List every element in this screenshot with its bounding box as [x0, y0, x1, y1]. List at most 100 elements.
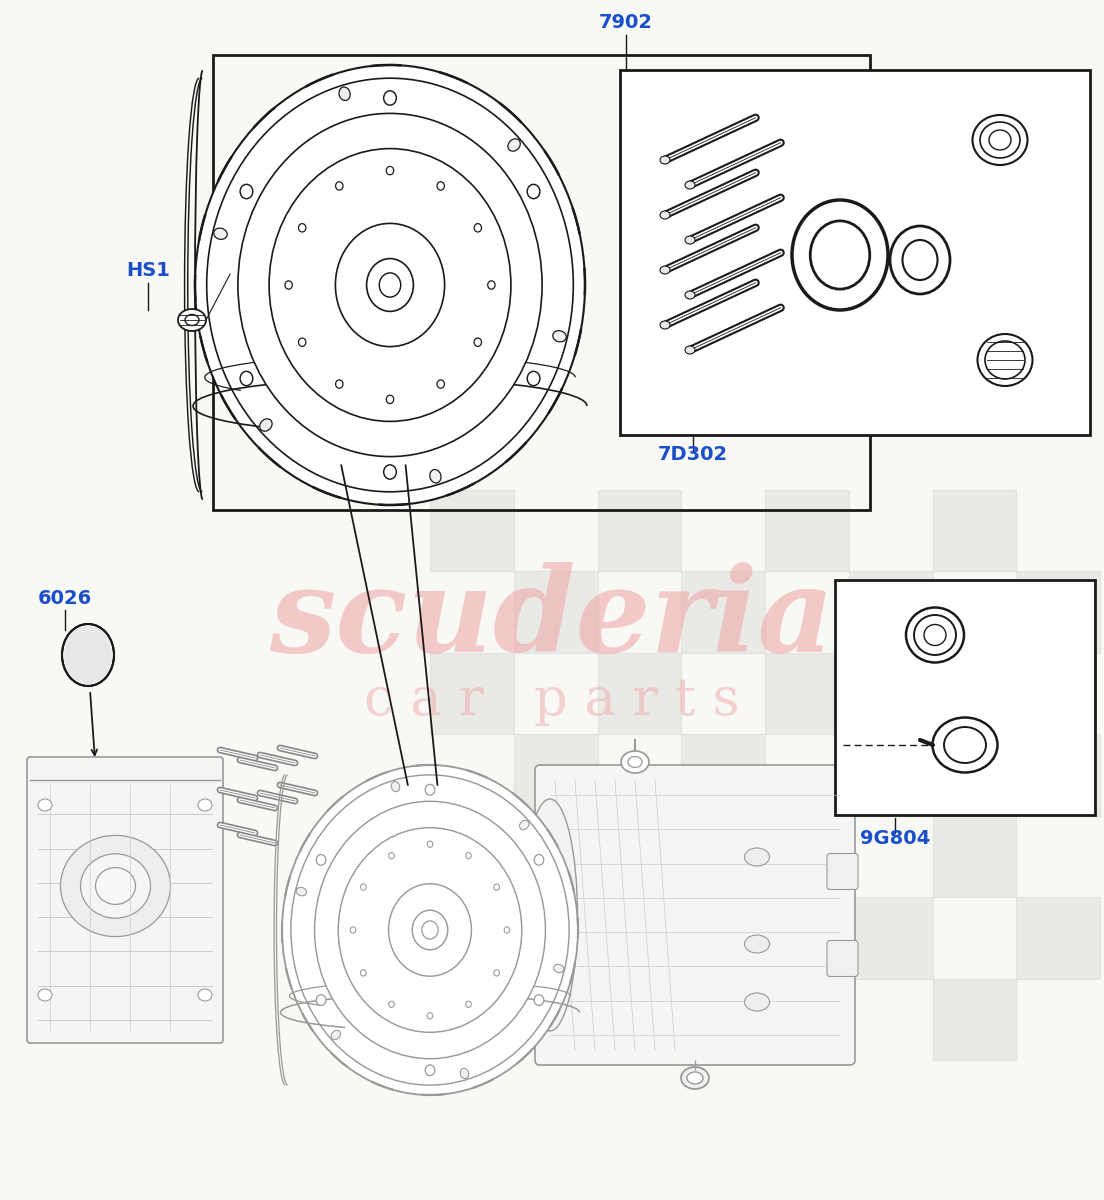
Ellipse shape — [681, 1067, 709, 1090]
Ellipse shape — [361, 970, 367, 976]
Ellipse shape — [973, 115, 1028, 164]
Ellipse shape — [38, 799, 52, 811]
FancyBboxPatch shape — [535, 766, 854, 1066]
Ellipse shape — [553, 331, 566, 342]
Ellipse shape — [660, 211, 670, 218]
Ellipse shape — [331, 1031, 340, 1039]
Ellipse shape — [660, 320, 670, 329]
Ellipse shape — [474, 223, 481, 232]
Ellipse shape — [460, 1068, 469, 1079]
Bar — [1017, 571, 1100, 653]
Bar — [849, 734, 933, 816]
Ellipse shape — [684, 346, 696, 354]
Bar — [513, 571, 597, 653]
Bar — [765, 653, 849, 734]
Ellipse shape — [684, 236, 696, 244]
Ellipse shape — [520, 821, 529, 829]
Bar — [765, 816, 849, 898]
Ellipse shape — [298, 223, 306, 232]
Ellipse shape — [350, 926, 355, 934]
Ellipse shape — [744, 848, 769, 866]
Ellipse shape — [466, 1001, 471, 1008]
Ellipse shape — [534, 995, 544, 1006]
Bar — [429, 653, 513, 734]
Ellipse shape — [687, 1072, 703, 1084]
Ellipse shape — [338, 828, 522, 1032]
Ellipse shape — [178, 308, 206, 331]
Bar — [1017, 734, 1100, 816]
Ellipse shape — [62, 624, 114, 686]
Ellipse shape — [384, 91, 396, 106]
Bar — [933, 653, 1017, 734]
Ellipse shape — [290, 775, 570, 1085]
Ellipse shape — [240, 371, 253, 385]
Ellipse shape — [902, 240, 937, 280]
FancyBboxPatch shape — [827, 853, 858, 889]
Bar — [597, 490, 681, 571]
Bar — [849, 571, 933, 653]
Bar — [597, 816, 681, 898]
Ellipse shape — [339, 88, 350, 101]
Ellipse shape — [391, 781, 400, 792]
Ellipse shape — [425, 1064, 435, 1075]
Ellipse shape — [684, 181, 696, 188]
Ellipse shape — [386, 167, 394, 175]
Ellipse shape — [977, 334, 1032, 386]
Bar — [933, 490, 1017, 571]
Ellipse shape — [684, 290, 696, 299]
Ellipse shape — [389, 852, 394, 859]
Bar — [597, 653, 681, 734]
Ellipse shape — [240, 185, 253, 199]
Ellipse shape — [185, 314, 199, 325]
Ellipse shape — [96, 868, 136, 905]
Bar — [835, 580, 1095, 815]
Ellipse shape — [437, 181, 445, 190]
Bar — [513, 898, 597, 978]
Ellipse shape — [522, 799, 577, 1031]
Bar — [681, 571, 765, 653]
Text: 7902: 7902 — [599, 12, 652, 31]
Ellipse shape — [198, 989, 212, 1001]
Ellipse shape — [890, 226, 951, 294]
Ellipse shape — [195, 65, 585, 505]
Bar — [620, 70, 1090, 434]
Ellipse shape — [508, 139, 520, 151]
Ellipse shape — [336, 223, 445, 347]
Ellipse shape — [237, 114, 542, 456]
Ellipse shape — [269, 149, 511, 421]
Ellipse shape — [924, 624, 946, 646]
Ellipse shape — [81, 854, 150, 918]
Text: 9G804: 9G804 — [860, 828, 931, 847]
Text: scuderia: scuderia — [269, 563, 835, 678]
Ellipse shape — [389, 1001, 394, 1008]
Bar — [681, 734, 765, 816]
Ellipse shape — [437, 380, 445, 389]
Bar — [849, 898, 933, 978]
Ellipse shape — [206, 78, 573, 492]
Text: HS1: HS1 — [126, 260, 170, 280]
Ellipse shape — [429, 469, 440, 482]
Ellipse shape — [259, 419, 272, 431]
Text: 6026: 6026 — [38, 588, 92, 607]
Bar — [933, 978, 1017, 1060]
Ellipse shape — [980, 122, 1020, 158]
Ellipse shape — [985, 341, 1025, 379]
FancyBboxPatch shape — [26, 757, 223, 1043]
Ellipse shape — [810, 221, 870, 289]
Ellipse shape — [316, 854, 326, 865]
Ellipse shape — [315, 802, 545, 1058]
Ellipse shape — [528, 371, 540, 385]
Ellipse shape — [298, 338, 306, 347]
Bar — [597, 978, 681, 1060]
Ellipse shape — [505, 926, 510, 934]
Ellipse shape — [61, 835, 170, 936]
Ellipse shape — [198, 799, 212, 811]
Ellipse shape — [361, 884, 367, 890]
Bar — [429, 490, 513, 571]
Bar — [513, 734, 597, 816]
Ellipse shape — [528, 185, 540, 199]
Ellipse shape — [425, 785, 435, 796]
Ellipse shape — [389, 883, 471, 977]
Bar — [765, 490, 849, 571]
Ellipse shape — [214, 228, 227, 239]
